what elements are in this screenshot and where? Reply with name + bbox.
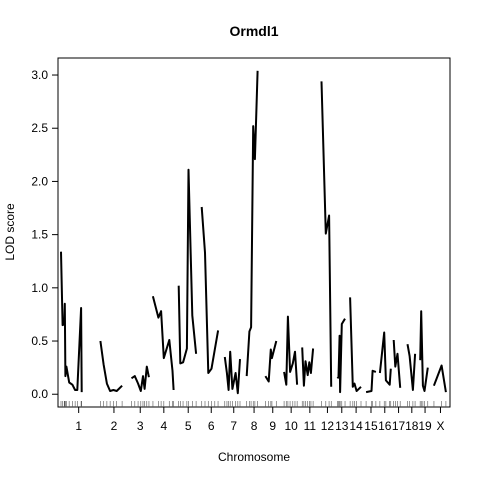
lod-curve-chr-1 — [60, 251, 83, 393]
lod-curve-chr-9 — [264, 340, 278, 383]
x-tick-label-chr-17: 17 — [392, 419, 406, 433]
lod-curve-chr-7 — [223, 350, 241, 395]
lod-curve-chr-13 — [336, 318, 346, 394]
x-tick-label-chr-13: 13 — [335, 419, 349, 433]
x-tick-label-chr-10: 10 — [284, 419, 298, 433]
lod-curve-chr-4 — [151, 296, 175, 391]
x-tick-label-chr-6: 6 — [208, 419, 215, 433]
x-tick-label-chr-12: 12 — [321, 419, 335, 433]
lod-curve-chr-X — [432, 364, 447, 393]
y-tick-label: 0.0 — [31, 387, 48, 401]
lod-curve-chr-12 — [320, 81, 333, 387]
x-tick-label-chr-2: 2 — [111, 419, 118, 433]
lod-curve-chr-14 — [349, 297, 362, 392]
plot-frame — [57, 57, 451, 408]
lod-curve-chr-19 — [419, 310, 429, 392]
x-tick-label-chr-15: 15 — [364, 419, 378, 433]
y-tick-label: 2.5 — [31, 121, 48, 135]
lod-curve-chr-3 — [130, 365, 150, 392]
x-tick-label-chr-14: 14 — [349, 419, 363, 433]
y-tick-label: 0.5 — [31, 334, 48, 348]
lod-curve-chr-11 — [301, 347, 315, 387]
x-tick-label-chr-4: 4 — [160, 419, 167, 433]
lod-curve-chr-6 — [200, 206, 220, 374]
x-axis: 1 2 3 4 5 6 7 8 9 10 11 12 13 14 15 16 17 18 19 X — [75, 407, 444, 433]
lod-curve-chr-17 — [392, 339, 402, 388]
x-tick-label-chr-9: 9 — [269, 419, 276, 433]
x-tick-label-chr-7: 7 — [230, 419, 237, 433]
y-tick-label: 1.5 — [31, 228, 48, 242]
x-tick-label-chr-16: 16 — [378, 419, 392, 433]
x-axis-label: Chromosome — [218, 450, 290, 464]
x-tick-label-chr-19: 19 — [418, 419, 432, 433]
y-tick-label: 3.0 — [31, 68, 48, 82]
lod-curve-chr-5 — [177, 168, 198, 365]
lod-curve-chr-10 — [283, 315, 299, 386]
y-axis-label: LOD score — [3, 203, 17, 261]
x-tick-label-chr-8: 8 — [251, 419, 258, 433]
y-tick-label: 1.0 — [31, 281, 48, 295]
x-tick-label-chr-18: 18 — [405, 419, 419, 433]
lod-curve-chr-2 — [99, 340, 123, 392]
x-tick-label-chr-3: 3 — [137, 419, 144, 433]
x-tick-label-chr-5: 5 — [185, 419, 192, 433]
x-tick-label-chr-1: 1 — [75, 419, 82, 433]
lod-curve-chr-15 — [365, 369, 377, 394]
y-axis: 0.0 0.5 1.0 1.5 2.0 2.5 3.0 — [31, 68, 58, 401]
x-tick-label-chr-11: 11 — [304, 419, 317, 433]
lod-curve-chr-8 — [245, 70, 259, 377]
chart-title: Ormdl1 — [229, 23, 278, 39]
lod-curve-chr-16 — [378, 331, 392, 386]
y-tick-label: 2.0 — [31, 174, 48, 188]
lod-curve-chr-18 — [406, 344, 417, 391]
lod-curves — [60, 70, 447, 395]
x-tick-label-chr-X: X — [436, 419, 444, 433]
marker-rug — [60, 401, 447, 407]
